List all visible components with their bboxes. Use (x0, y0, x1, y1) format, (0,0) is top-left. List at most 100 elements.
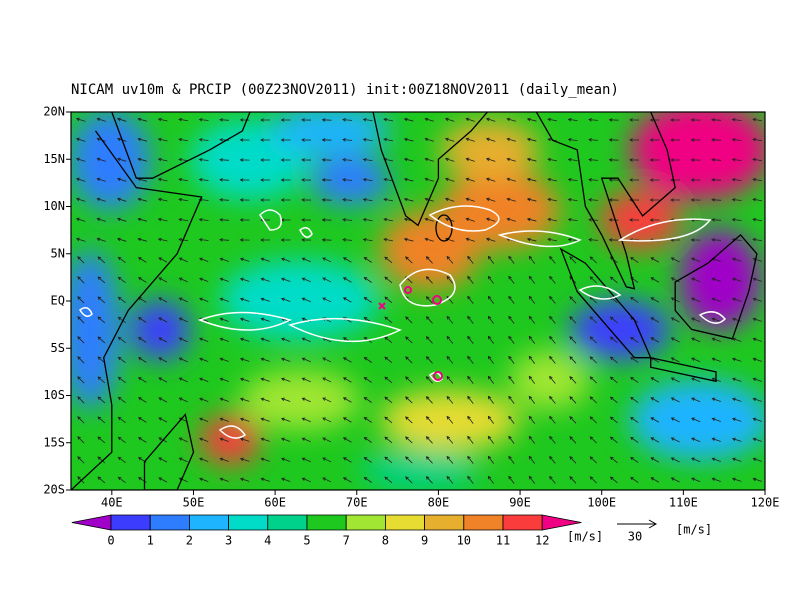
wind-arrow (608, 118, 619, 122)
wind-arrow (547, 157, 557, 162)
colorbar-label: 4 (264, 534, 271, 548)
wind-arrow (260, 178, 271, 182)
wind-arrow (322, 377, 332, 383)
wind-arrow (178, 337, 188, 343)
wind-arrow (589, 356, 598, 364)
wind-arrow (608, 158, 619, 162)
wind-arrow (526, 137, 537, 142)
wind-arrow (219, 238, 230, 242)
wind-arrow (158, 297, 168, 303)
wind-arrow (731, 117, 742, 122)
wind-arrow (384, 476, 393, 484)
wind-arrow (528, 275, 536, 284)
wind-arrow (549, 335, 556, 344)
wind-arrow (363, 477, 372, 483)
wind-arrow (467, 275, 474, 284)
wind-arrow (322, 457, 332, 463)
colorbar-label: 7 (343, 534, 350, 548)
wind-arrow (752, 137, 763, 142)
wind-arrow (630, 296, 639, 303)
wind-arrow (198, 137, 209, 142)
wind-arrow (487, 455, 494, 464)
wind-arrow (362, 197, 373, 202)
wind-arrow (384, 336, 393, 344)
wind-arrow (384, 376, 393, 384)
wind-arrow (670, 357, 680, 363)
wind-arrow (711, 158, 722, 162)
wind-arrow (549, 295, 556, 304)
wind-arrow (137, 257, 147, 263)
wind-arrow (630, 256, 639, 263)
wind-arrow (405, 356, 413, 364)
wind-arrow (260, 437, 270, 442)
wind-arrow (96, 197, 106, 202)
wind-arrow (384, 416, 393, 424)
wind-arrow (363, 457, 372, 463)
wind-arrow (362, 117, 373, 122)
wind-arrow (405, 476, 413, 484)
wind-arrow (526, 217, 537, 222)
wind-arrow (609, 276, 618, 284)
wind-arrow (690, 138, 701, 142)
wind-arrow (567, 177, 578, 182)
wind-arrow (467, 435, 474, 444)
wind-arrow (425, 416, 433, 424)
wind-arrow (96, 217, 106, 222)
wind-arrow (137, 157, 147, 162)
coastline (111, 112, 251, 179)
wind-arrow (342, 198, 353, 202)
wind-arrow (508, 355, 515, 364)
wind-arrow (487, 395, 494, 404)
wind-arrow (670, 437, 680, 443)
wind-arrow (239, 377, 250, 382)
wind-arrow (280, 377, 291, 382)
x-tick-label: 110E (669, 496, 698, 510)
title: NICAM uv10m & PRCIP (00Z23NOV2011) init:… (71, 82, 619, 98)
wind-arrow (609, 456, 618, 464)
wind-arrow (670, 477, 680, 483)
wind-arrow (609, 376, 618, 384)
wind-arrow (77, 296, 85, 304)
wind-arrow (528, 355, 536, 364)
wind-arrow (384, 436, 393, 444)
wind-arrow (589, 396, 598, 404)
wind-arrow (487, 435, 494, 444)
wind-arrow (96, 157, 106, 162)
wind-arrow (137, 217, 147, 222)
wind-arrow (465, 217, 475, 222)
wind-arrow (198, 117, 209, 122)
y-tick-label: 15N (43, 152, 65, 166)
wind-arrow (342, 357, 352, 363)
wind-arrow (731, 417, 742, 422)
wind-arrow (158, 417, 168, 423)
wind-arrow (608, 238, 619, 242)
wind-arrow (260, 397, 270, 402)
wind-arrow (158, 277, 168, 283)
wind-arrow (363, 257, 372, 263)
wind-arrow (629, 158, 640, 162)
wind-arrow (424, 237, 434, 242)
wind-arrow (158, 377, 168, 383)
wind-arrow (239, 357, 250, 362)
wind-arrow (77, 256, 85, 264)
wind-arrow (589, 316, 598, 324)
wind-arrow (549, 475, 556, 484)
wind-arrow (199, 257, 209, 262)
wind-arrow (608, 198, 619, 202)
wind-arrow (178, 217, 189, 222)
wind-arrow (588, 138, 599, 142)
wind-arrow (137, 377, 147, 383)
wind-arrow (363, 357, 372, 363)
wind-arrow (321, 118, 332, 122)
wind-arrow (219, 397, 229, 402)
wind-arrow (239, 437, 250, 442)
wind-arrow (588, 178, 599, 182)
wind-arrow (589, 256, 598, 264)
y-tick-label: 5S (51, 341, 65, 355)
colorbar-unit: [m/s] (567, 530, 603, 544)
wind-arrow (260, 477, 270, 482)
wind-arrow (158, 477, 168, 483)
wind-arrow (691, 477, 701, 483)
wind-arrow (485, 217, 496, 222)
